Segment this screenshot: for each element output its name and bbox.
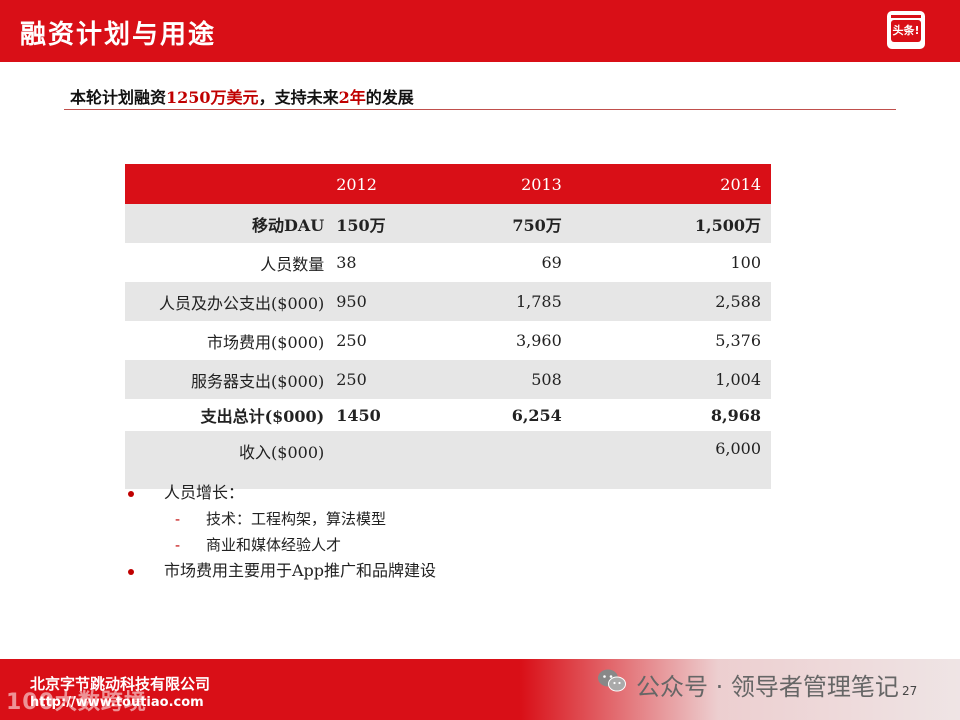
cell-2012: 1450 xyxy=(336,405,381,425)
table-row: 市场费用($000) 250 3,960 5,376 xyxy=(125,321,771,360)
bullet-text: 技术：工程构架，算法模型 xyxy=(206,510,387,528)
cell-2013 xyxy=(399,431,570,489)
table-row-total: 支出总计($000) 1450 6,254 8,968 xyxy=(125,399,771,431)
cell-2013: 6,254 xyxy=(511,405,562,425)
row-label: 市场费用($000) xyxy=(207,332,325,352)
cell-2013: 1,785 xyxy=(399,282,570,321)
row-label: 人员数量 xyxy=(260,254,325,274)
logo-top-bar xyxy=(891,15,921,18)
header-cell-2012: 2012 xyxy=(334,164,400,204)
company-url: http://www.toutiao.com xyxy=(30,695,204,710)
row-label: 移动DAU xyxy=(125,204,335,243)
cell-2012: 150万 xyxy=(334,204,400,243)
cell-2013: 750万 xyxy=(399,204,570,243)
cell-2013: 3,960 xyxy=(515,331,562,350)
row-label: 支出总计($000) xyxy=(200,407,325,426)
slide-title: 融资计划与用途 xyxy=(20,20,217,50)
subtitle-divider xyxy=(64,109,896,110)
row-label: 人员及办公支出($000) xyxy=(125,282,335,321)
wechat-account-label: 公众号 · 领导者管理笔记 xyxy=(636,673,899,701)
page-number: 27 xyxy=(902,684,918,698)
logo-text: 头条! xyxy=(891,20,921,42)
cell-2013: 508 xyxy=(399,360,570,399)
bullet-dot-icon xyxy=(128,491,134,497)
slide-subtitle: 本轮计划融资1250万美元，支持未来2年的发展 xyxy=(70,84,414,108)
cell-2012: 250 xyxy=(334,360,400,399)
watermark-left: 100大数跨境 xyxy=(6,690,147,715)
company-name: 北京字节跳动科技有限公司 xyxy=(30,675,211,693)
cell-2014: 1,500万 xyxy=(569,204,771,243)
subtitle-amount: 1250万美元 xyxy=(166,88,259,107)
header-cell-2013: 2013 xyxy=(399,164,570,204)
subtitle-suffix: 的发展 xyxy=(365,88,414,107)
cell-2014: 8,968 xyxy=(710,405,761,425)
cell-2014: 100 xyxy=(730,253,761,272)
cell-2014: 5,376 xyxy=(715,331,761,350)
table-row: 人员数量 38 69 100 xyxy=(125,243,771,282)
table-header-row: 2012 2013 2014 xyxy=(125,164,771,204)
toutiao-logo-icon: 头条! xyxy=(887,11,925,49)
wechat-icon xyxy=(598,669,626,692)
dash-icon: - xyxy=(175,510,181,528)
list-item: - 技术：工程构架，算法模型 xyxy=(126,506,436,532)
list-item: 人员增长： xyxy=(126,480,436,506)
subtitle-prefix: 本轮计划融资 xyxy=(70,88,167,107)
cell-2014: 1,004 xyxy=(569,360,771,399)
cell-2012: 950 xyxy=(334,282,400,321)
header-bar: 融资计划与用途 头条! xyxy=(0,0,960,62)
table-row: 收入($000) 6,000 xyxy=(125,431,771,489)
list-item: - 商业和媒体经验人才 xyxy=(126,532,436,558)
bullet-text: 商业和媒体经验人才 xyxy=(206,536,342,554)
row-label: 收入($000) xyxy=(125,431,335,489)
cell-2013: 69 xyxy=(541,253,562,272)
table-row: 人员及办公支出($000) 950 1,785 2,588 xyxy=(125,282,771,321)
header-cell-label xyxy=(125,164,335,204)
cell-2012: 38 xyxy=(336,253,357,272)
table-row: 移动DAU 150万 750万 1,500万 xyxy=(125,204,771,243)
bullet-dot-icon xyxy=(128,569,134,575)
row-label: 服务器支出($000) xyxy=(125,360,335,399)
cell-2014: 6,000 xyxy=(569,431,771,489)
subtitle-middle: ，支持未来 xyxy=(258,88,339,107)
dash-icon: - xyxy=(175,536,181,554)
bullet-text: 市场费用主要用于App推广和品牌建设 xyxy=(164,561,437,580)
list-item: 市场费用主要用于App推广和品牌建设 xyxy=(126,558,436,584)
watermark-fade xyxy=(520,659,960,720)
cell-2014: 2,588 xyxy=(569,282,771,321)
bullet-text: 人员增长： xyxy=(164,483,245,502)
cell-2012: 250 xyxy=(336,331,367,350)
header-cell-2014: 2014 xyxy=(569,164,771,204)
financial-table: 2012 2013 2014 移动DAU 150万 750万 1,500万 人员… xyxy=(125,164,771,489)
footer-bar xyxy=(0,659,960,720)
table-row: 服务器支出($000) 250 508 1,004 xyxy=(125,360,771,399)
bullet-list: 人员增长： - 技术：工程构架，算法模型 - 商业和媒体经验人才 市场费用主要用… xyxy=(126,480,436,584)
cell-2012 xyxy=(334,431,400,489)
subtitle-years: 2年 xyxy=(338,88,366,107)
